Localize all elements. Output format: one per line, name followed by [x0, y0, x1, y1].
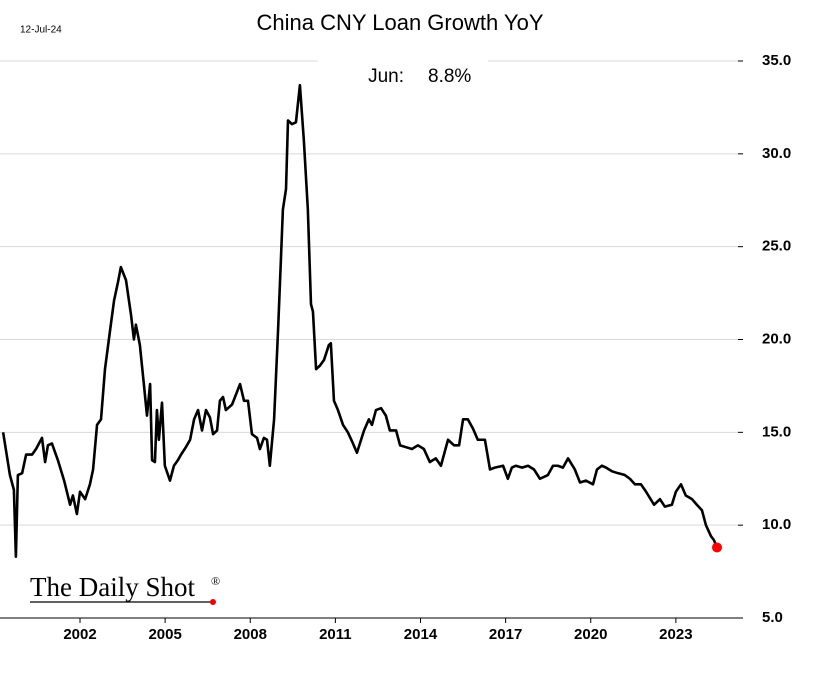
y-tick-label: 35.0 [762, 52, 791, 69]
date-label: 12-Jul-24 [20, 25, 62, 36]
annotation-box [318, 42, 488, 102]
data-line [1, 83, 719, 559]
y-tick-label: 25.0 [762, 238, 791, 255]
x-tick-label: 2017 [489, 626, 522, 643]
x-tick-label: 2002 [63, 626, 96, 643]
y-tick-label: 15.0 [762, 423, 791, 440]
last-point [712, 542, 723, 553]
y-tick-label: 30.0 [762, 145, 791, 162]
x-tick-label: 2020 [574, 626, 607, 643]
logo-dot [210, 599, 216, 605]
source-mark: ® [211, 574, 220, 588]
x-tick-label: 2014 [404, 626, 438, 643]
x-tick-label: 2023 [659, 626, 692, 643]
x-tick-label: 2008 [234, 626, 267, 643]
annotation-label: Jun: [368, 66, 404, 87]
x-tick-label: 2005 [148, 626, 181, 643]
y-tick-label: 10.0 [762, 516, 791, 533]
x-tick-label: 2011 [319, 626, 352, 643]
y-tick-label: 20.0 [762, 330, 791, 347]
y-tick-label: 5.0 [762, 609, 783, 626]
chart-title: China CNY Loan Growth YoY [257, 10, 544, 35]
annotation-value: 8.8% [428, 66, 471, 87]
source-logo: The Daily Shot [30, 572, 195, 602]
